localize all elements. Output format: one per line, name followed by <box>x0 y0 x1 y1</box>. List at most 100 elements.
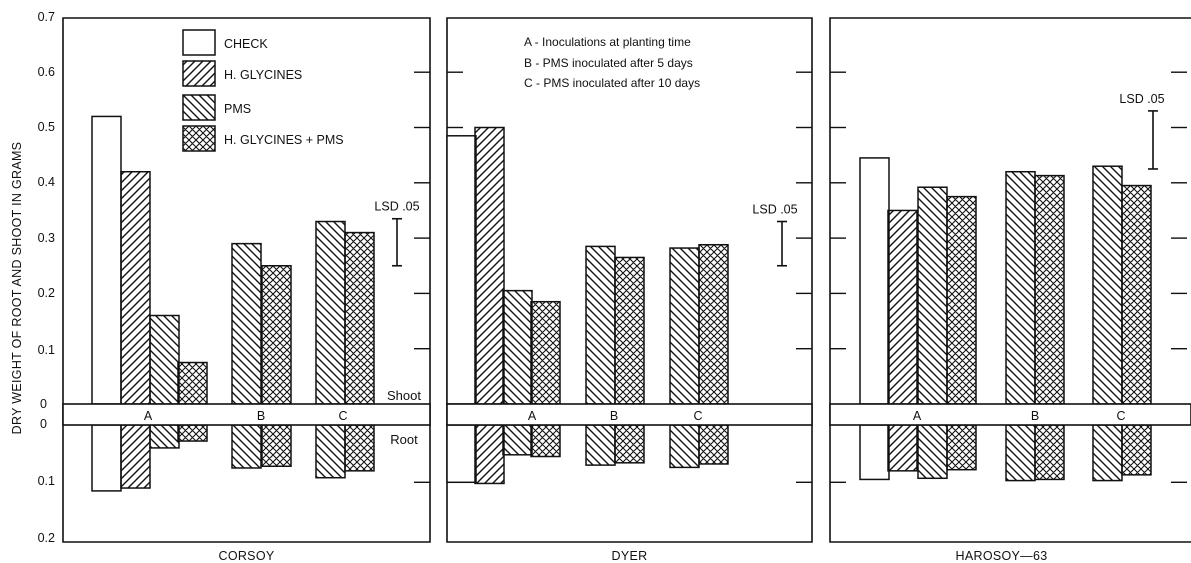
shoot-tick-labels: 0 0.1 0.2 0.3 0.4 0.5 0.6 0.7 <box>38 10 55 411</box>
root-bar-hgpms <box>1121 424 1152 476</box>
root-bar-hg <box>120 424 151 489</box>
root-bar-pms <box>917 424 948 480</box>
legend-swatch-h-glycines-pms <box>182 125 216 152</box>
zero-band <box>446 403 813 426</box>
panel-title: DYER <box>612 549 648 563</box>
root-bar-pms <box>231 424 262 469</box>
shoot-bar-hgpms <box>177 361 208 405</box>
shoot-bar-hgpms <box>344 231 375 405</box>
root-bar-pms <box>669 424 700 469</box>
shoot-tick-label: 0.5 <box>38 120 55 134</box>
group-label: C <box>338 409 347 423</box>
group-label: A <box>144 409 153 423</box>
panel-title: CORSOY <box>219 549 275 563</box>
bars <box>91 115 1152 492</box>
root-bar-hg <box>474 424 505 485</box>
root-tick-label: 0 <box>40 417 47 431</box>
shoot-label: Shoot <box>387 388 421 403</box>
group-label: B <box>1031 409 1039 423</box>
shoot-tick-label: 0.7 <box>38 10 55 24</box>
root-bar-pms <box>1092 424 1123 482</box>
panel-frame <box>62 17 431 543</box>
legend-swatch-h-glycines <box>182 60 216 87</box>
shoot-tick-label: 0.1 <box>38 343 55 357</box>
group-label: C <box>693 409 702 423</box>
legend-swatch-check <box>182 29 216 56</box>
shoot-bar-pms <box>231 242 262 405</box>
legend-label-check: CHECK <box>224 37 268 51</box>
shoot-tick-label: 0.3 <box>38 231 55 245</box>
root-bar-pms <box>585 424 616 466</box>
shoot-tick-label: 0.6 <box>38 65 55 79</box>
root-bar-hgpms <box>261 424 292 468</box>
root-bar-hgpms <box>614 424 645 464</box>
shoot-bar-hgpms <box>698 243 729 405</box>
shoot-bar-pms <box>917 186 948 405</box>
inoculation-notes: A - Inoculations at planting time B - PM… <box>524 35 700 90</box>
note-c: C - PMS inoculated after 10 days <box>524 76 700 90</box>
legend-label-h-glycines-pms: H. GLYCINES + PMS <box>224 133 344 147</box>
lsd-label: LSD .05 <box>374 200 419 214</box>
root-bar-hgpms <box>177 424 208 442</box>
root-bar-hg <box>887 424 918 472</box>
shoot-bar-hgpms <box>530 300 561 405</box>
shoot-bar-hg <box>474 126 505 405</box>
root-bar-check <box>859 424 890 481</box>
root-bar-hgpms <box>530 424 561 458</box>
panel-labels: A B C CORSOY LSD .05 A B C DYER LSD .05 A B C HAROSOY… <box>144 92 1165 563</box>
shoot-bar-pms <box>669 247 700 405</box>
shoot-tick-label: 0.4 <box>38 175 55 189</box>
shoot-bar-hgpms <box>946 195 977 405</box>
shoot-bar-check <box>91 115 122 405</box>
shoot-bar-hgpms <box>261 265 292 405</box>
y-axis-label: DRY WEIGHT OF ROOT AND SHOOT IN GRAMS <box>10 142 24 435</box>
shoot-bar-hg <box>887 209 918 405</box>
root-bar-pms <box>149 424 180 449</box>
shoot-tick-label: 0 <box>40 397 47 411</box>
root-bar-hgpms <box>1034 424 1065 481</box>
root-tick-label: 0.2 <box>38 531 55 545</box>
shoot-bar-pms <box>315 220 346 405</box>
group-label: B <box>610 409 618 423</box>
root-bar-check <box>446 424 477 484</box>
shoot-bar-hgpms <box>614 256 645 405</box>
zero-band <box>829 403 1191 426</box>
root-bar-check <box>91 424 122 492</box>
group-label: A <box>528 409 537 423</box>
group-label: A <box>913 409 922 423</box>
shoot-bar-pms <box>585 245 616 405</box>
treatment-legend: CHECK H. GLYCINES PMS H. GLYCINES + PMS <box>182 29 344 152</box>
panel-frame <box>829 17 1191 543</box>
group-label: B <box>257 409 265 423</box>
zero-bands <box>62 403 1191 426</box>
shoot-bar-pms <box>149 314 180 405</box>
note-a: A - Inoculations at planting time <box>524 35 691 49</box>
shoot-bar-pms <box>1092 165 1123 405</box>
shoot-bar-pms <box>502 289 533 405</box>
note-b: B - PMS inoculated after 5 days <box>524 56 693 70</box>
shoot-bar-hg <box>120 170 151 405</box>
root-tick-labels: 0 0.1 0.2 <box>38 417 55 545</box>
root-bar-hgpms <box>946 424 977 471</box>
legend-label-pms: PMS <box>224 102 251 116</box>
root-bar-hgpms <box>344 424 375 472</box>
root-label: Root <box>390 432 418 447</box>
root-bar-hgpms <box>698 424 729 465</box>
root-bar-pms <box>315 424 346 479</box>
legend-swatch-pms <box>182 94 216 121</box>
root-tick-label: 0.1 <box>38 474 55 488</box>
shoot-bar-hgpms <box>1121 184 1152 405</box>
shoot-tick-label: 0.2 <box>38 286 55 300</box>
group-label: C <box>1116 409 1125 423</box>
shoot-bar-hgpms <box>1034 174 1065 405</box>
root-bar-pms <box>502 424 533 456</box>
lsd-label: LSD .05 <box>752 203 797 217</box>
legend-label-h-glycines: H. GLYCINES <box>224 68 302 82</box>
shoot-bar-check <box>859 157 890 405</box>
shoot-bar-pms <box>1005 170 1036 405</box>
zero-band <box>62 403 431 426</box>
lsd-label: LSD .05 <box>1119 92 1164 106</box>
root-bar-pms <box>1005 424 1036 482</box>
panel-title: HAROSOY—63 <box>956 549 1048 563</box>
